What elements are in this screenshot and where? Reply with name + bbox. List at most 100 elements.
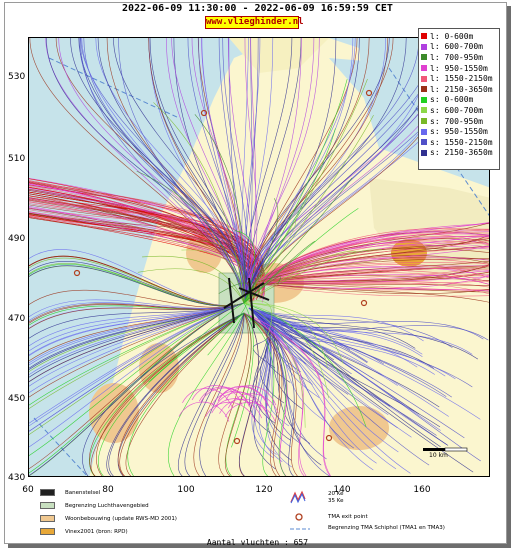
legend-swatch xyxy=(421,43,427,50)
flight-track xyxy=(253,265,489,284)
x-tick-120: 120 xyxy=(255,485,273,495)
tma-border-label: Begrenzing TMA Schiphol (TMA1 en TMA3) xyxy=(328,525,445,531)
flight-track xyxy=(113,38,247,304)
flight-track xyxy=(211,390,262,411)
x-tick-140: 140 xyxy=(333,485,351,495)
flight-track xyxy=(243,38,360,304)
flight-track xyxy=(29,212,263,274)
flight-track xyxy=(253,282,489,293)
legend-swatch xyxy=(421,139,427,146)
legend-swatch xyxy=(421,33,427,40)
flight-track xyxy=(29,302,245,448)
flight-track xyxy=(225,385,277,406)
flight-track xyxy=(243,302,344,364)
legend-item: l: 2150-3650m xyxy=(421,84,497,95)
map-title: 2022-06-09 11:30:00 - 2022-06-09 16:59:5… xyxy=(122,3,393,14)
key-residential: Woonbebouwing (update RWS-MD 2001) xyxy=(40,515,177,522)
tma-exit-points xyxy=(73,89,373,445)
flight-track xyxy=(108,312,245,476)
flight-track xyxy=(182,388,233,408)
flight-track xyxy=(248,307,416,349)
legend-item: s: 600-700m xyxy=(421,105,497,116)
flight-track xyxy=(227,38,253,304)
flight-track xyxy=(127,312,245,476)
flight-track xyxy=(253,282,489,297)
tma-exit-label: TMA exit point xyxy=(328,514,368,520)
flight-track xyxy=(253,281,489,295)
flight-track xyxy=(243,198,279,304)
flight-track xyxy=(215,391,266,412)
flight-track xyxy=(29,302,245,339)
flight-track xyxy=(153,102,245,304)
flight-track xyxy=(29,302,245,393)
flight-track xyxy=(29,289,245,308)
flight-track xyxy=(198,386,250,407)
x-tick-60: 60 xyxy=(22,485,34,495)
flight-track xyxy=(243,302,306,428)
flight-track xyxy=(29,265,245,307)
legend-swatch xyxy=(421,54,427,61)
flight-track xyxy=(29,38,245,304)
flight-track xyxy=(46,38,247,304)
scale-label: 10 km xyxy=(429,452,448,459)
legend-item: s: 700-950m xyxy=(421,116,497,127)
flight-track xyxy=(239,312,259,476)
tma-border-icon xyxy=(290,528,310,530)
y-tick-470: 470 xyxy=(8,314,26,324)
flight-track xyxy=(29,302,245,329)
flight-track xyxy=(243,38,356,304)
key-runways-label: Banenstelsel xyxy=(65,489,101,496)
flight-track xyxy=(193,312,245,476)
flight-track xyxy=(178,312,245,476)
runway-system xyxy=(223,277,270,329)
flight-track xyxy=(96,312,245,476)
legend-swatch xyxy=(421,107,427,114)
flight-track-map[interactable]: 10 km xyxy=(28,37,490,477)
flight-track xyxy=(243,114,374,304)
legend-label: l: 1550-2150m xyxy=(430,74,493,84)
flight-track xyxy=(78,38,245,304)
site-badge[interactable]: www.vlieghinder.nl xyxy=(205,16,304,29)
flight-track xyxy=(248,307,435,369)
key-runways: Banenstelsel xyxy=(40,489,100,496)
flight-track xyxy=(29,302,245,356)
flight-track xyxy=(248,307,274,458)
flight-track xyxy=(148,38,245,304)
flight-track xyxy=(217,385,269,406)
flight-track xyxy=(231,302,254,448)
legend-item: l: 700-950m xyxy=(421,52,497,63)
legend-swatch xyxy=(421,128,427,135)
flight-track xyxy=(253,270,489,284)
flight-track xyxy=(194,114,245,304)
flight-track xyxy=(137,268,245,304)
legend-label: l: 700-950m xyxy=(430,52,483,62)
legend-swatch xyxy=(421,75,427,82)
flight-track xyxy=(224,312,252,476)
flight-track xyxy=(253,258,489,284)
flight-track xyxy=(205,401,256,422)
legend-item: s: 0-600m xyxy=(421,95,497,106)
key-residential-swatch xyxy=(40,515,55,522)
flight-track xyxy=(218,38,245,304)
flight-track xyxy=(29,214,257,301)
key-airport-boundary: Begrenzing Luchthavengebied xyxy=(40,502,149,509)
flight-track xyxy=(136,170,245,304)
legend-label: s: 2150-3650m xyxy=(430,148,493,158)
flight-track xyxy=(218,282,250,304)
flight-track xyxy=(253,239,489,284)
wind-label-20: 20 Ke xyxy=(328,491,344,497)
flight-track xyxy=(29,302,245,456)
flight-track xyxy=(253,256,489,284)
flight-tracks xyxy=(29,38,489,476)
legend-label: s: 700-950m xyxy=(430,116,483,126)
flight-track xyxy=(29,302,245,476)
flight-track xyxy=(198,38,245,304)
flight-track xyxy=(227,393,279,414)
urban-utrecht xyxy=(329,406,389,450)
flight-track xyxy=(253,256,489,284)
flight-track xyxy=(253,282,489,286)
flight-track xyxy=(243,177,353,304)
key-residential-label: Woonbebouwing (update RWS-MD 2001) xyxy=(65,515,177,522)
flight-track xyxy=(248,307,399,453)
key-vinex: Vinex2001 (bron: RPD) xyxy=(40,528,128,535)
